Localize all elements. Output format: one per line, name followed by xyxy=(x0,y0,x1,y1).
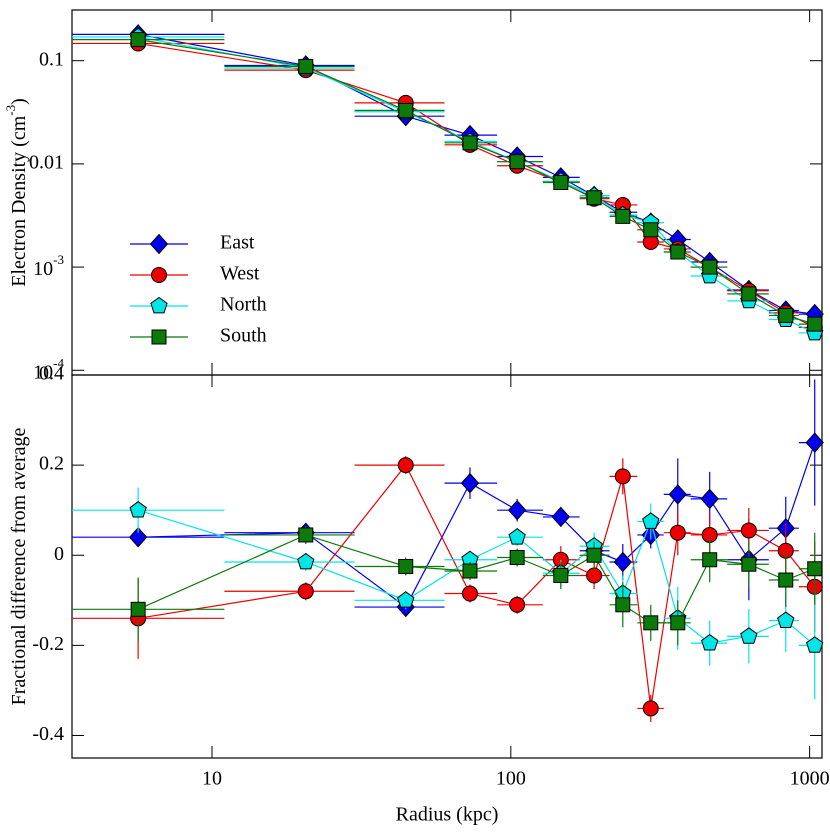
marker xyxy=(615,597,631,613)
marker xyxy=(806,636,824,653)
marker xyxy=(586,567,603,584)
marker xyxy=(129,501,147,518)
series xyxy=(72,27,824,341)
y-tick-label: 0.4 xyxy=(39,363,64,385)
marker xyxy=(615,208,631,224)
legend-label: North xyxy=(220,294,267,316)
marker xyxy=(297,583,314,600)
marker xyxy=(509,549,525,565)
series xyxy=(72,32,823,332)
marker xyxy=(807,316,823,332)
marker xyxy=(740,522,757,539)
y-tick-label: 10-3 xyxy=(33,252,64,280)
legend-marker xyxy=(150,296,168,314)
marker xyxy=(740,627,758,644)
x-tick-label: 100 xyxy=(496,768,526,790)
marker xyxy=(613,551,632,573)
marker xyxy=(297,552,315,570)
y-tick-label: 0.1 xyxy=(39,48,64,70)
y-tick-label: 0.01 xyxy=(29,151,64,173)
y-axis-label-text: Electron Density (cm xyxy=(8,115,30,286)
marker xyxy=(551,506,570,528)
marker xyxy=(398,102,414,118)
series-line xyxy=(138,42,815,328)
y-tick-label-base: 10 xyxy=(33,258,53,280)
marker xyxy=(130,32,146,48)
marker xyxy=(586,547,602,563)
series-line xyxy=(138,36,815,334)
marker xyxy=(741,286,757,302)
marker xyxy=(460,472,480,494)
marker xyxy=(461,585,478,602)
marker xyxy=(702,552,718,568)
marker xyxy=(507,499,527,521)
marker xyxy=(778,307,794,323)
marker xyxy=(642,512,660,529)
marker xyxy=(614,468,631,485)
marker xyxy=(669,524,686,541)
marker xyxy=(130,601,146,617)
panel: 10 100 1000 Radius (kpc) 0.4 0.2 0 -0.2 -0.4Frac… xyxy=(8,363,830,826)
y-tick-label-exponent: -3 xyxy=(53,252,64,267)
x-tick-label: 1000 xyxy=(790,768,830,790)
series xyxy=(72,525,823,646)
marker xyxy=(670,615,686,631)
marker xyxy=(741,556,757,572)
marker xyxy=(642,700,659,717)
y-tick-label: 10-4 xyxy=(33,355,64,383)
marker xyxy=(670,244,686,260)
marker xyxy=(397,457,414,474)
marker xyxy=(508,528,526,545)
series-line xyxy=(138,33,815,315)
series-line xyxy=(138,442,816,608)
marker xyxy=(397,591,415,608)
marker xyxy=(586,190,602,206)
marker xyxy=(128,526,148,548)
legend-label: South xyxy=(220,325,267,347)
legend-label: West xyxy=(220,263,260,285)
x-tick-label: 10 xyxy=(202,768,222,790)
legend-marker xyxy=(151,267,167,283)
marker xyxy=(298,527,314,543)
marker xyxy=(509,596,526,613)
marker xyxy=(643,615,659,631)
marker xyxy=(700,488,719,510)
series-line xyxy=(137,534,815,624)
marker xyxy=(553,568,569,584)
marker xyxy=(553,175,569,191)
marker xyxy=(702,259,718,275)
marker xyxy=(701,633,719,651)
marker xyxy=(643,222,659,238)
series xyxy=(72,379,824,618)
x-axis-label: Radius (kpc) xyxy=(396,804,499,826)
legend-label: East xyxy=(220,232,255,254)
y-axis-label-text: Fractional difference from average xyxy=(8,427,30,705)
marker xyxy=(668,484,687,505)
marker xyxy=(462,563,478,579)
marker xyxy=(778,572,794,588)
plot-frame xyxy=(71,9,823,376)
marker xyxy=(398,559,414,574)
legend-marker xyxy=(149,233,169,255)
y-tick-label: -0.2 xyxy=(32,633,64,655)
y-tick-label: -0.4 xyxy=(32,723,64,745)
y-axis-label: Electron Density (cm-3) xyxy=(3,98,30,287)
y-axis-label: Fractional difference from average xyxy=(8,427,30,705)
y-tick-label-base: 10 xyxy=(33,361,53,383)
y-tick-label: 0.2 xyxy=(39,453,64,475)
y-axis-label-exponent: -3 xyxy=(3,105,18,116)
legend-marker xyxy=(151,329,167,345)
marker xyxy=(462,135,478,151)
marker xyxy=(509,154,525,170)
y-tick-label-exponent: -4 xyxy=(53,355,64,370)
marker xyxy=(805,432,824,453)
marker xyxy=(807,561,823,577)
y-axis-label-suffix: ) xyxy=(8,98,30,105)
marker xyxy=(777,611,795,628)
series xyxy=(72,35,823,336)
y-tick-label: 0 xyxy=(54,543,64,565)
marker xyxy=(298,58,314,74)
